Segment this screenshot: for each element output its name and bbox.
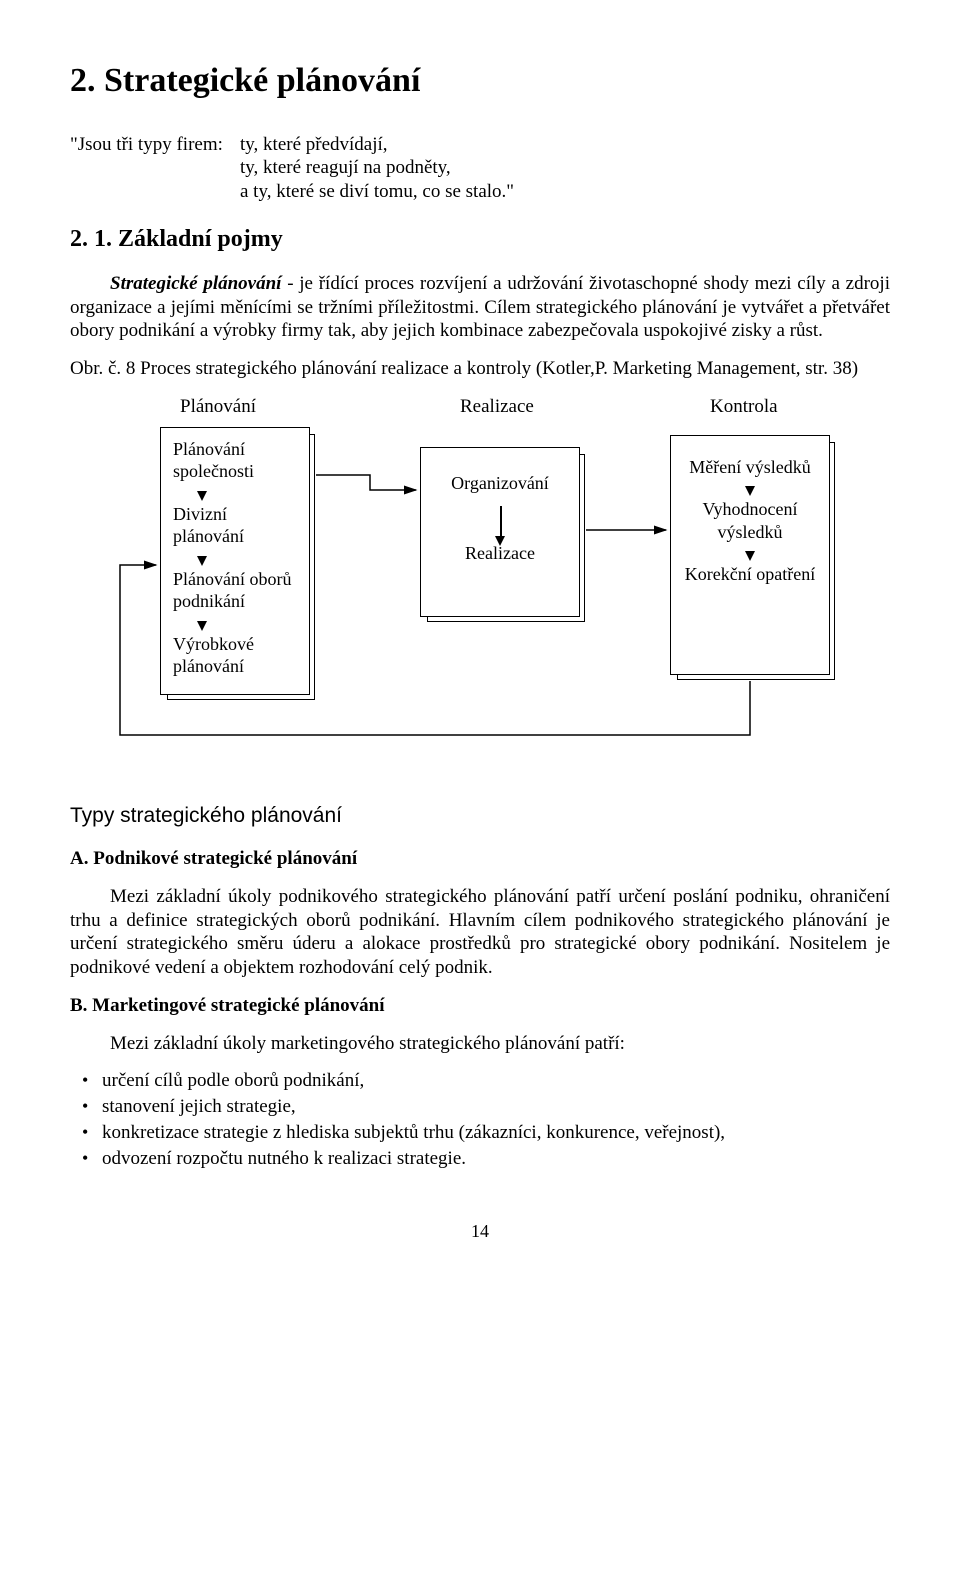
- quote-line: a ty, které se diví tomu, co se stalo.": [240, 180, 890, 204]
- quote-block: "Jsou tři typy firem: ty, které předvída…: [70, 133, 890, 204]
- page-title: 2. Strategické plánování: [70, 60, 890, 103]
- quote-line: ty, které reagují na podněty,: [240, 156, 890, 180]
- sec-a-body: Mezi základní úkoly podnikového strategi…: [70, 885, 890, 980]
- page-number: 14: [70, 1220, 890, 1243]
- sec-a-title: A. Podnikové strategické plánování: [70, 847, 890, 871]
- types-heading: Typy strategického plánování: [70, 803, 890, 829]
- quote-label: "Jsou tři typy firem:: [70, 133, 240, 204]
- list-item: určení cílů podle oborů podnikání,: [82, 1069, 890, 1093]
- connector-lines: [70, 395, 890, 775]
- quote-line: ty, které předvídají,: [240, 133, 890, 157]
- list-item: odvození rozpočtu nutného k realizaci st…: [82, 1147, 890, 1171]
- sec-b-list: určení cílů podle oborů podnikání, stano…: [70, 1069, 890, 1170]
- list-item: konkretizace strategie z hlediska subjek…: [82, 1121, 890, 1145]
- list-item: stanovení jejich strategie,: [82, 1095, 890, 1119]
- sec-b-intro: Mezi základní úkoly marketingového strat…: [70, 1032, 890, 1056]
- figure-caption: Obr. č. 8 Proces strategického plánování…: [70, 357, 890, 381]
- section-heading-basic-terms: 2. 1. Základní pojmy: [70, 224, 890, 254]
- paragraph-definition: Strategické plánování - je řídící proces…: [70, 272, 890, 343]
- term-strategic-planning: Strategické plánování: [110, 273, 281, 294]
- quote-lines: ty, které předvídají, ty, které reagují …: [240, 133, 890, 204]
- sec-b-title: B. Marketingové strategické plánování: [70, 994, 890, 1018]
- process-diagram: Plánování Realizace Kontrola Plánování s…: [70, 395, 890, 775]
